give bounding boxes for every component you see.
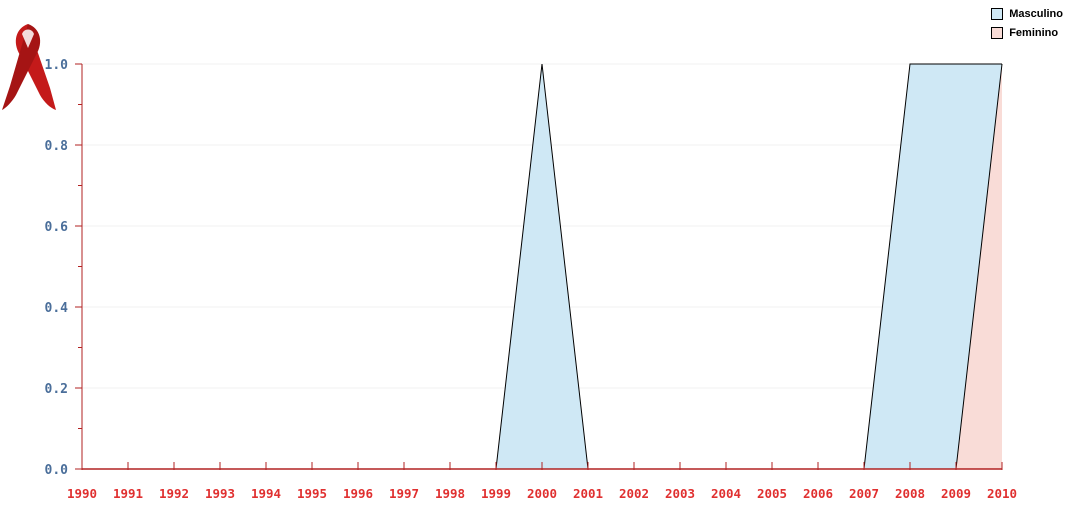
legend-label-masculino: Masculino xyxy=(1009,8,1063,20)
x-tick-label: 2008 xyxy=(895,486,925,501)
x-tick-label: 2007 xyxy=(849,486,879,501)
x-tick-label: 2001 xyxy=(573,486,603,501)
y-tick-label: 1.0 xyxy=(45,58,69,73)
x-tick-label: 2004 xyxy=(711,486,741,501)
legend-item-masculino: Masculino xyxy=(991,4,1063,23)
x-tick-label: 1995 xyxy=(297,486,327,501)
x-tick-label: 1992 xyxy=(159,486,189,501)
y-tick-label: 0.8 xyxy=(45,139,69,154)
legend-label-feminino: Feminino xyxy=(1009,27,1058,39)
legend-item-feminino: Feminino xyxy=(991,23,1063,42)
x-tick-label: 1996 xyxy=(343,486,373,501)
x-tick-label: 1997 xyxy=(389,486,419,501)
legend: Masculino Feminino xyxy=(991,4,1063,42)
x-tick-label: 1998 xyxy=(435,486,465,501)
x-tick-label: 2005 xyxy=(757,486,787,501)
x-tick-label: 2006 xyxy=(803,486,833,501)
area-masculino xyxy=(82,64,1002,469)
x-tick-label: 1991 xyxy=(113,486,143,501)
x-tick-label: 1994 xyxy=(251,486,281,501)
y-tick-label: 0.4 xyxy=(45,301,69,316)
legend-swatch-masculino xyxy=(991,8,1003,20)
x-tick-label: 1999 xyxy=(481,486,511,501)
x-tick-label: 1993 xyxy=(205,486,235,501)
legend-swatch-feminino xyxy=(991,27,1003,39)
y-tick-label: 0.0 xyxy=(45,463,69,478)
x-tick-label: 1990 xyxy=(67,486,97,501)
x-tick-label: 2003 xyxy=(665,486,695,501)
x-tick-label: 2009 xyxy=(941,486,971,501)
x-tick-label: 2010 xyxy=(987,486,1017,501)
y-tick-label: 0.2 xyxy=(45,382,68,397)
x-tick-label: 2000 xyxy=(527,486,557,501)
y-tick-label: 0.6 xyxy=(45,220,69,235)
x-tick-label: 2002 xyxy=(619,486,649,501)
